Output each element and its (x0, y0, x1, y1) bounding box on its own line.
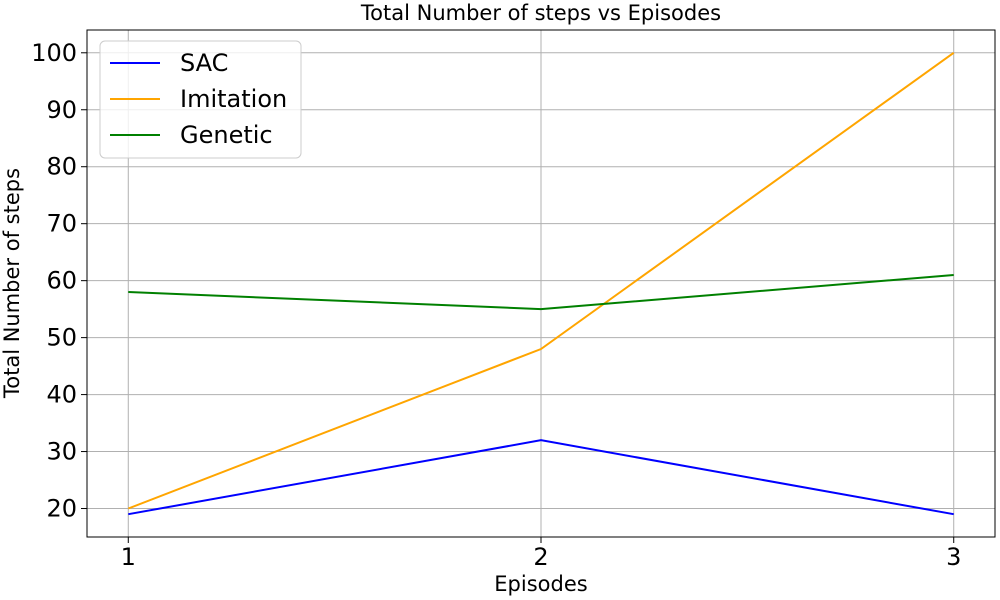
y-tick-label: 40 (46, 381, 77, 409)
y-tick-label: 90 (46, 96, 77, 124)
y-tick-label: 20 (46, 495, 77, 523)
y-tick-label: 100 (31, 39, 77, 67)
y-tick-label: 30 (46, 438, 77, 466)
x-tick-label: 3 (946, 543, 961, 571)
y-axis-label: Total Number of steps (0, 168, 24, 399)
x-axis-label: Episodes (494, 572, 587, 596)
legend-label-sac: SAC (180, 49, 228, 77)
legend-label-imitation: Imitation (180, 85, 287, 113)
chart-title: Total Number of steps vs Episodes (360, 1, 721, 25)
y-tick-label: 70 (46, 210, 77, 238)
series-lines (127, 51, 955, 516)
x-tick-label: 1 (121, 543, 136, 571)
legend: SAC Imitation Genetic (99, 40, 302, 159)
y-tick-label: 60 (46, 267, 77, 295)
x-axis-ticks: 1 2 3 (121, 537, 961, 571)
legend-box (99, 40, 302, 159)
legend-items: SAC Imitation Genetic (110, 49, 287, 149)
y-tick-label: 50 (46, 324, 77, 352)
series-line-imitation (127, 51, 955, 510)
series-line-sac (128, 439, 954, 516)
x-tick-label: 2 (533, 543, 548, 571)
series-line-genetic (128, 274, 954, 311)
y-axis-ticks: 20 30 40 50 60 70 80 90 100 (31, 39, 87, 523)
y-tick-label: 80 (46, 153, 77, 181)
legend-label-genetic: Genetic (180, 121, 273, 149)
